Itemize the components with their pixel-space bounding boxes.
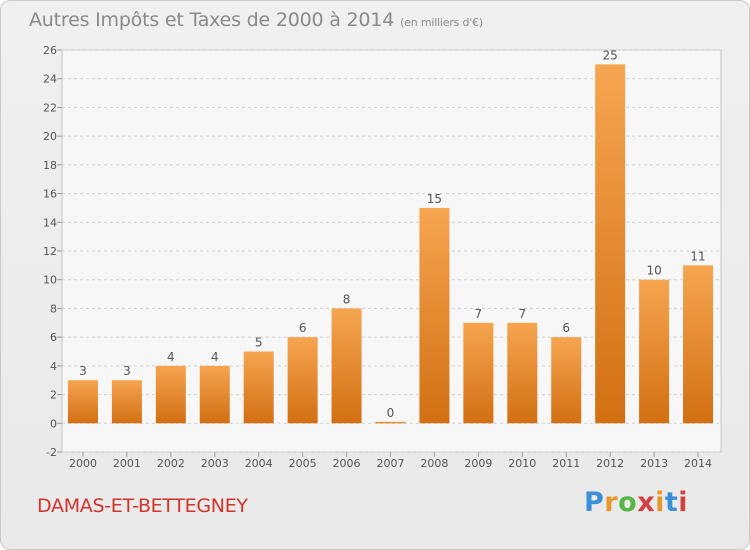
bar [595, 64, 626, 424]
bar-value-label: 4 [211, 350, 219, 364]
x-tick-label: 2001 [113, 457, 141, 470]
logo-letter: P [584, 487, 605, 518]
bar [551, 337, 582, 424]
bar-value-label: 25 [603, 48, 618, 62]
bar-value-label: 5 [255, 336, 263, 350]
x-tick-label: 2012 [596, 457, 624, 470]
y-tick-label: 24 [43, 73, 57, 86]
y-tick-label: 10 [43, 274, 57, 287]
bars: 3 3 4 4 5 6 8 0 15 7 7 6 25 10 11 [67, 48, 714, 424]
y-tick-label: 6 [50, 331, 57, 344]
bar [111, 380, 142, 424]
y-tick-label: 26 [43, 44, 57, 57]
bar-value-label: 4 [167, 350, 175, 364]
bar-value-label: 6 [299, 321, 307, 335]
bar-value-label: 3 [79, 364, 87, 378]
chart-title-text: Autres Impôts et Taxes de 2000 à 2014 [29, 9, 395, 31]
bar [67, 380, 98, 424]
y-tick-label: 20 [43, 130, 57, 143]
bar-value-label: 6 [562, 321, 570, 335]
proxiti-logo: Proxiti [584, 487, 688, 518]
y-tick-label: 2 [50, 389, 57, 402]
bar-value-label: 7 [518, 307, 526, 321]
bar [375, 421, 406, 424]
bar [419, 207, 450, 424]
logo-letter: i [678, 487, 689, 518]
y-tick-label: 12 [43, 245, 57, 258]
bar-value-label: 7 [475, 307, 483, 321]
y-tick-label: 4 [50, 360, 57, 373]
bar [155, 365, 186, 424]
bar [507, 322, 538, 424]
y-tick-label: 16 [43, 188, 57, 201]
logo-letter: t [664, 487, 679, 518]
logo-letter: x [637, 487, 656, 518]
x-tick-label: 2008 [420, 457, 448, 470]
y-tick-label: 0 [50, 417, 57, 430]
logo-letter: i [655, 487, 665, 518]
x-tick-label: 2009 [464, 457, 492, 470]
chart-title: Autres Impôts et Taxes de 2000 à 2014 (en… [29, 9, 483, 31]
x-tick-label: 2006 [333, 457, 361, 470]
x-tick-label: 2013 [640, 457, 668, 470]
x-tick-label: 2000 [69, 457, 97, 470]
chart-subtitle: (en milliers d'€) [400, 16, 483, 29]
bar-value-label: 15 [427, 192, 442, 206]
y-tick-label: 22 [43, 101, 57, 114]
bar-value-label: 8 [343, 292, 351, 306]
bar [683, 265, 714, 424]
x-tick-label: 2003 [201, 457, 229, 470]
bar-value-label: 0 [387, 406, 395, 420]
y-tick-label: -2 [46, 446, 57, 459]
x-tick-label: 2005 [289, 457, 317, 470]
x-tick-label: 2007 [377, 457, 405, 470]
x-tick-label: 2004 [245, 457, 273, 470]
x-axis: 2000 2001 2002 2003 2004 2005 2006 2007 2008 2009… [69, 452, 712, 470]
bar [199, 365, 230, 424]
y-tick-label: 8 [50, 302, 57, 315]
bar-value-label: 10 [646, 264, 661, 278]
bar [463, 322, 494, 424]
commune-name: DAMAS-ET-BETTEGNEY [37, 495, 248, 517]
bar [287, 337, 318, 424]
logo-letter: r [604, 487, 619, 518]
logo-letter: o [618, 487, 638, 518]
x-tick-label: 2014 [684, 457, 712, 470]
bar [639, 279, 670, 424]
bar-value-label: 3 [123, 364, 131, 378]
x-tick-label: 2011 [552, 457, 580, 470]
y-tick-label: 14 [43, 216, 57, 229]
bar [331, 308, 362, 424]
bar-value-label: 11 [690, 249, 705, 263]
x-tick-label: 2010 [508, 457, 536, 470]
y-tick-label: 18 [43, 159, 57, 172]
bar [243, 351, 274, 424]
x-tick-label: 2002 [157, 457, 185, 470]
